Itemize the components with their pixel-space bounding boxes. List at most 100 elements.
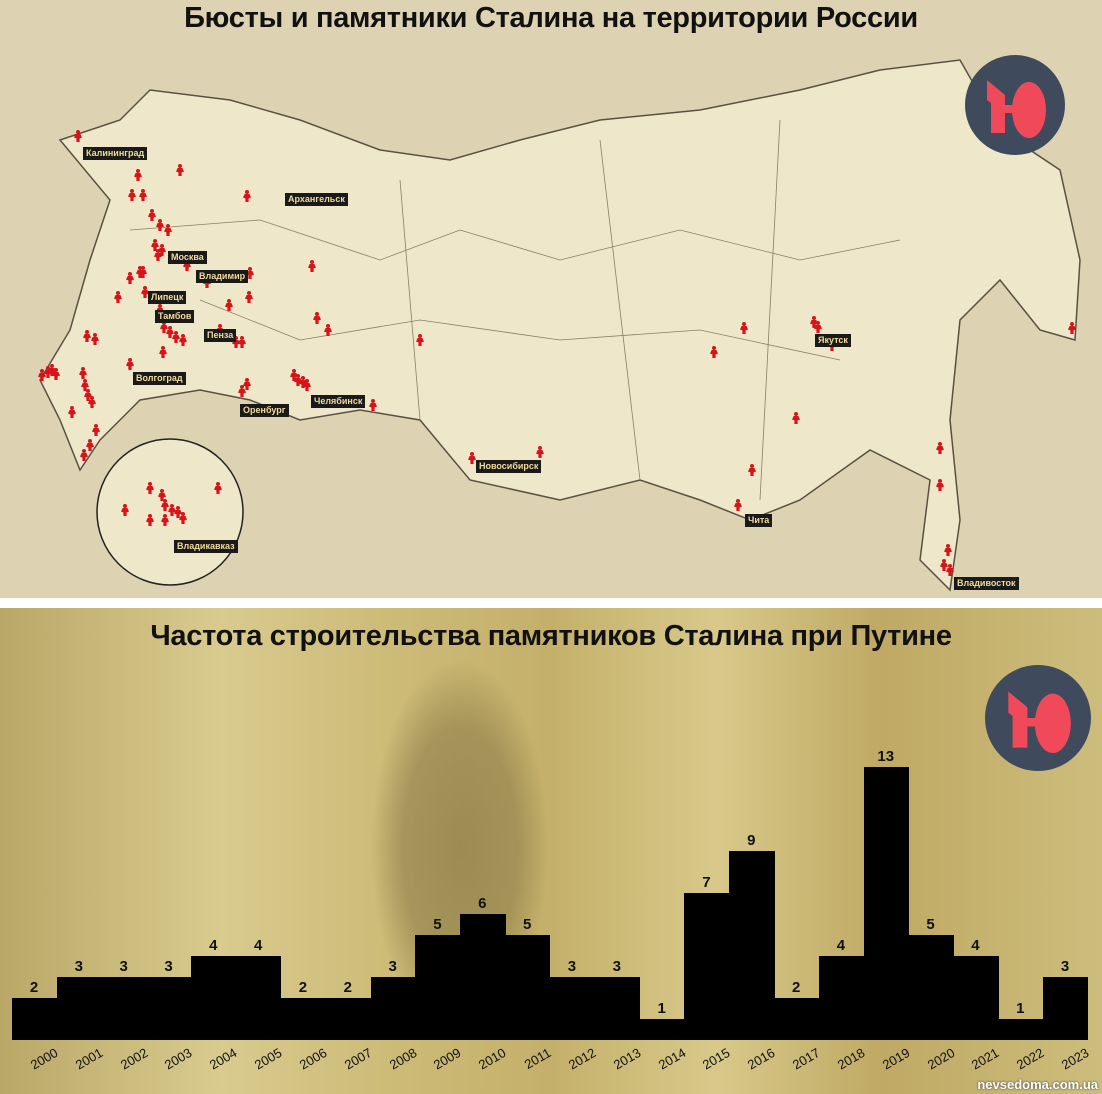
monument-marker (936, 442, 944, 454)
year-tick-label: 2014 (655, 1045, 688, 1073)
monument-marker (814, 321, 822, 333)
year-tick-label: 2011 (521, 1045, 554, 1072)
city-label-moscow: Москва (168, 251, 207, 264)
year-tick-label: 2010 (476, 1045, 509, 1073)
year-tick: 2019 (864, 1044, 913, 1072)
year-tick: 2014 (640, 1044, 688, 1072)
bar-2002 (101, 977, 147, 1040)
year-tick-label: 2000 (27, 1045, 61, 1073)
monument-marker (313, 312, 321, 324)
monument-marker (740, 322, 748, 334)
value-label: 5 (433, 916, 442, 933)
monument-marker (92, 424, 100, 436)
monument-marker (246, 267, 254, 279)
bar-2016 (729, 851, 775, 1040)
year-tick: 2012 (550, 1044, 599, 1072)
monument-marker (141, 286, 149, 298)
value-label: 5 (522, 916, 532, 933)
logo-icon (965, 55, 1065, 155)
year-tick: 2009 (415, 1044, 464, 1072)
city-label-yakutsk: Якутск (815, 334, 851, 347)
chart-title: Частота строительства памятников Сталина… (150, 620, 952, 652)
map-title: Бюсты и памятники Сталина на территории … (184, 2, 918, 34)
monument-marker (243, 190, 251, 202)
monument-marker (91, 333, 99, 345)
value-label: 4 (209, 937, 218, 954)
year-tick: 2010 (460, 1044, 509, 1072)
value-label: 7 (702, 874, 711, 891)
city-label-vladivostok: Владивосток (954, 577, 1019, 590)
monument-marker (172, 331, 180, 343)
bar-2007 (325, 998, 372, 1040)
value-label: 4 (836, 937, 846, 954)
year-tick-label: 2019 (879, 1045, 913, 1073)
year-tick-label: 2012 (565, 1045, 599, 1073)
year-tick: 2000 (12, 1044, 61, 1072)
monument-marker (416, 334, 424, 346)
monument-marker (158, 244, 166, 256)
value-label: 4 (971, 937, 980, 954)
year-tick: 2013 (595, 1044, 644, 1072)
year-tick: 2021 (953, 1044, 1002, 1072)
monument-marker (179, 512, 187, 524)
monument-marker (216, 324, 224, 336)
monument-marker (79, 367, 87, 379)
bar-2014 (639, 1019, 685, 1040)
city-label-chita: Чита (745, 514, 773, 527)
monument-marker (290, 369, 298, 381)
monument-marker (176, 164, 184, 176)
monument-marker (48, 364, 56, 376)
monument-marker (160, 321, 168, 333)
year-tick: 2015 (684, 1044, 733, 1072)
value-label: 9 (747, 832, 756, 849)
value-label: 2 (29, 979, 39, 996)
year-tick-label: 2017 (789, 1045, 823, 1073)
monument-marker (134, 169, 142, 181)
bar-2020 (908, 935, 954, 1040)
bar-2019 (863, 767, 910, 1040)
city-label-tambov: Тамбов (155, 310, 195, 323)
value-label: 1 (1016, 1000, 1025, 1017)
monument-marker (810, 316, 818, 328)
bar-2010 (460, 914, 506, 1040)
monument-marker (214, 482, 222, 494)
monument-marker (156, 304, 164, 316)
value-label: 3 (74, 958, 83, 975)
monument-marker (468, 452, 476, 464)
year-tick: 2002 (102, 1044, 150, 1072)
year-tick-label: 2003 (162, 1045, 195, 1073)
value-label: 3 (388, 958, 397, 975)
value-label: 4 (253, 937, 263, 954)
city-label-penza: Пенза (204, 329, 237, 342)
russia-map: Калининград Архангельск Москва Владимир … (0, 0, 1102, 598)
monument-marker (156, 219, 164, 231)
year-tick: 2007 (326, 1044, 375, 1072)
monument-marker (161, 499, 169, 511)
value-label: 3 (1060, 958, 1070, 975)
monument-marker (748, 464, 756, 476)
monument-marker (151, 239, 159, 251)
value-label: 6 (478, 895, 487, 912)
monument-marker (139, 189, 147, 201)
bar-2008 (370, 977, 416, 1040)
monument-marker (128, 189, 136, 201)
year-tick-label: 2002 (117, 1045, 150, 1073)
monument-marker (161, 514, 169, 526)
year-tick-label: 2008 (386, 1045, 419, 1073)
year-tick: 2022 (998, 1044, 1047, 1072)
year-tick: 2011 (505, 1044, 554, 1072)
year-tick-label: 2001 (72, 1045, 106, 1073)
monument-marker (86, 439, 94, 451)
bar-2009 (415, 935, 461, 1040)
monument-marker (940, 559, 948, 571)
bar-2021 (953, 956, 999, 1040)
monument-marker (139, 266, 147, 278)
monument-marker (52, 368, 60, 380)
bar-2023 (1043, 977, 1089, 1040)
city-label-chelyabinsk: Челябинск (311, 395, 366, 408)
monument-marker (38, 369, 46, 381)
value-label: 2 (343, 979, 352, 996)
monument-marker (245, 291, 253, 303)
bar-2011 (505, 935, 551, 1040)
value-label: 13 (877, 748, 895, 765)
